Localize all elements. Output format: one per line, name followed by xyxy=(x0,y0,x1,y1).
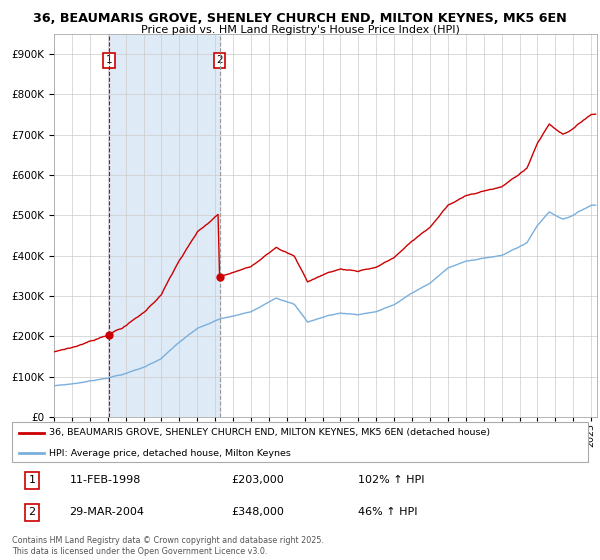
Text: 2: 2 xyxy=(29,507,36,517)
Text: £203,000: £203,000 xyxy=(231,475,284,486)
FancyBboxPatch shape xyxy=(12,422,588,462)
Text: Contains HM Land Registry data © Crown copyright and database right 2025.
This d: Contains HM Land Registry data © Crown c… xyxy=(12,536,324,556)
Text: 29-MAR-2004: 29-MAR-2004 xyxy=(70,507,145,517)
Text: 102% ↑ HPI: 102% ↑ HPI xyxy=(358,475,424,486)
Text: £348,000: £348,000 xyxy=(231,507,284,517)
Text: 2: 2 xyxy=(216,55,223,66)
Text: 36, BEAUMARIS GROVE, SHENLEY CHURCH END, MILTON KEYNES, MK5 6EN: 36, BEAUMARIS GROVE, SHENLEY CHURCH END,… xyxy=(33,12,567,25)
Bar xyxy=(109,34,220,417)
Text: 11-FEB-1998: 11-FEB-1998 xyxy=(70,475,141,486)
Text: 36, BEAUMARIS GROVE, SHENLEY CHURCH END, MILTON KEYNES, MK5 6EN (detached house): 36, BEAUMARIS GROVE, SHENLEY CHURCH END,… xyxy=(49,428,491,437)
Text: 1: 1 xyxy=(106,55,113,66)
Text: Price paid vs. HM Land Registry's House Price Index (HPI): Price paid vs. HM Land Registry's House … xyxy=(140,25,460,35)
Text: 1: 1 xyxy=(29,475,35,486)
Text: HPI: Average price, detached house, Milton Keynes: HPI: Average price, detached house, Milt… xyxy=(49,449,292,458)
Text: 46% ↑ HPI: 46% ↑ HPI xyxy=(358,507,417,517)
